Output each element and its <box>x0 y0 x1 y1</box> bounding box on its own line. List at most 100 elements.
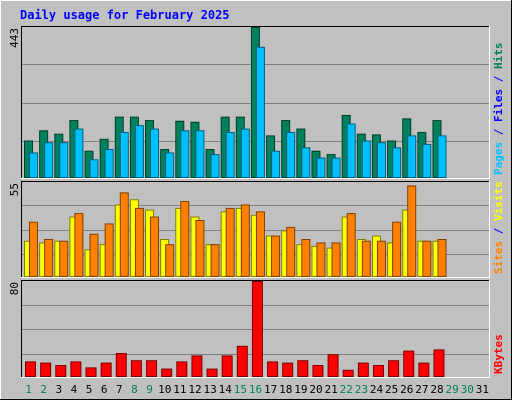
files-bar <box>437 135 447 178</box>
x-tick-label: 29 <box>446 383 459 396</box>
sites-bar <box>29 221 38 278</box>
kbytes-bar <box>312 365 324 377</box>
legend-entry-hits: Hits <box>492 43 505 70</box>
files-bar <box>180 130 190 178</box>
kbytes-bar <box>282 362 294 378</box>
files-bar <box>59 142 69 178</box>
x-tick-label: 14 <box>219 383 233 396</box>
chart-panel-3: 80 KBytes <box>8 280 505 378</box>
sites-bar <box>392 221 402 278</box>
sites-bar <box>361 240 371 278</box>
x-tick-label: 19 <box>294 383 307 396</box>
sites-bar <box>104 223 114 277</box>
x-tick-label: 5 <box>86 383 93 396</box>
sites-bar <box>195 220 205 277</box>
files-bar <box>316 157 326 179</box>
sites-bar <box>331 242 341 277</box>
x-tick-label: 7 <box>116 383 123 396</box>
files-bar <box>255 46 265 179</box>
files-bar <box>150 128 160 178</box>
x-tick-label: 16 <box>249 383 262 396</box>
legend-entry-visits: Visits <box>492 181 505 221</box>
sites-bar <box>255 211 265 277</box>
x-tick-label: 13 <box>203 383 216 396</box>
files-bar <box>301 147 311 178</box>
files-bar <box>271 150 281 179</box>
y-axis-max-label: 443 <box>8 28 21 48</box>
sites-bar <box>346 213 356 278</box>
files-bar <box>89 159 99 179</box>
x-tick-label: 26 <box>400 383 413 396</box>
x-tick-label: 24 <box>370 383 384 396</box>
legend-entry-pages: Pages <box>492 142 505 175</box>
sites-bar <box>271 235 281 277</box>
x-tick-label: 28 <box>430 383 443 396</box>
sites-bar <box>134 207 144 277</box>
kbytes-bar <box>146 360 158 378</box>
x-tick-label: 1 <box>25 383 32 396</box>
sites-bar <box>150 216 160 277</box>
files-bar <box>225 131 235 178</box>
chart-panel-1: 443 Pages / Files / Hits <box>8 26 505 179</box>
kbytes-bar <box>267 361 279 377</box>
kbytes-bar <box>55 365 67 377</box>
kbytes-bar <box>85 367 97 377</box>
files-bar <box>119 131 129 178</box>
y-axis-legend-label: Pages / Files / Hits <box>492 43 505 176</box>
sites-bar <box>240 204 250 277</box>
kbytes-bar <box>357 362 369 378</box>
files-bar <box>407 135 417 178</box>
legend-separator: / <box>492 221 505 241</box>
files-bar <box>74 128 84 178</box>
sites-bar <box>44 239 54 277</box>
files-bar <box>240 128 250 178</box>
x-tick-label: 31 <box>476 383 489 396</box>
x-tick-label: 27 <box>415 383 428 396</box>
sites-bar <box>119 192 129 277</box>
y-axis-max-label: 55 <box>8 183 21 196</box>
kbytes-bar <box>221 355 233 377</box>
sites-bar <box>422 240 432 278</box>
sites-bar <box>316 242 326 277</box>
kbytes-bar <box>327 354 339 378</box>
x-tick-label: 9 <box>146 383 153 396</box>
files-bar <box>422 143 432 178</box>
sites-bar <box>376 240 386 278</box>
kbytes-bar <box>433 349 445 377</box>
files-bar <box>195 130 205 178</box>
x-tick-label: 4 <box>71 383 78 396</box>
x-tick-label: 8 <box>131 383 138 396</box>
kbytes-bar <box>176 361 188 377</box>
kbytes-bar <box>372 365 384 377</box>
files-bar <box>29 152 38 179</box>
sites-bar <box>165 244 175 278</box>
files-bar <box>44 142 54 178</box>
kbytes-bar <box>130 360 142 378</box>
y-axis-max-label: 80 <box>8 282 21 295</box>
sites-bar <box>210 244 220 278</box>
x-tick-label: 25 <box>385 383 398 396</box>
kbytes-bar <box>191 355 203 377</box>
files-bar <box>165 152 175 179</box>
kbytes-bar <box>403 350 415 378</box>
kbytes-bar <box>418 362 430 378</box>
files-bar <box>331 157 341 179</box>
x-tick-label: 6 <box>101 383 108 396</box>
x-tick-label: 23 <box>355 383 368 396</box>
sites-bar <box>407 185 417 277</box>
kbytes-bar <box>40 362 52 378</box>
legend-entry-sites: Sites <box>492 241 505 274</box>
x-tick-label: 12 <box>188 383 201 396</box>
y-axis-legend-label: KBytes <box>492 334 505 374</box>
kbytes-bar <box>161 368 173 378</box>
kbytes-bar <box>25 361 36 377</box>
chart-panel-2: 55 Sites / Visits <box>8 181 505 278</box>
x-tick-label: 21 <box>325 383 338 396</box>
x-tick-label: 30 <box>461 383 474 396</box>
sites-bar <box>180 201 190 277</box>
kbytes-bar <box>70 361 82 377</box>
x-tick-label: 2 <box>40 383 47 396</box>
files-bar <box>346 123 356 178</box>
legend-separator: / <box>492 122 505 142</box>
